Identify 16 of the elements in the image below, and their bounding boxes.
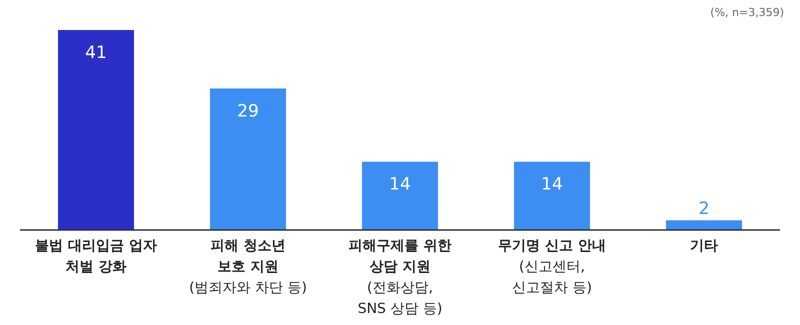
x-tick-label: 피해 청소년 보호 지원 (범죄자와 차단 등) xyxy=(189,238,307,296)
x-tick-label: 기타 xyxy=(690,238,718,254)
bar xyxy=(666,220,742,230)
x-tick-label: 불법 대리입금 업자 처벌 강화 xyxy=(35,238,157,275)
x-tick-label: 무기명 신고 안내 (신고센터, 신고절차 등) xyxy=(498,238,606,296)
data-label: 14 xyxy=(389,174,411,195)
data-label: 14 xyxy=(541,174,563,195)
data-label: 2 xyxy=(698,199,710,220)
text: (%, n=3,359) xyxy=(710,6,784,19)
data-label: 29 xyxy=(237,102,259,122)
data-label: 41 xyxy=(85,43,107,63)
bar xyxy=(514,162,590,230)
bar xyxy=(210,88,286,230)
bar xyxy=(362,162,438,230)
bar xyxy=(58,30,134,230)
x-tick-label: 피해구제를 위한 상담 지원 (전화상담, SNS 상담 등) xyxy=(348,238,452,317)
